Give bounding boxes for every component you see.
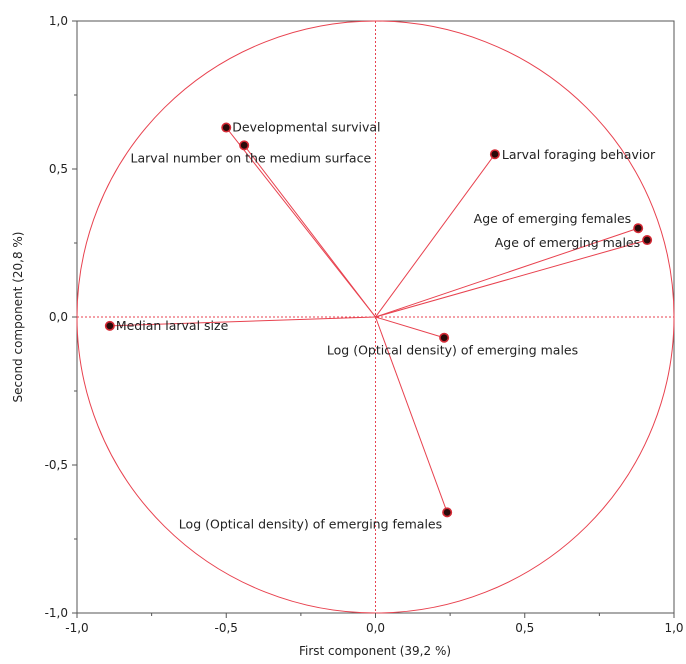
x-axis-ticks: -1,0 -0,5 0,0 0,5 1,0 <box>65 613 684 635</box>
variable-label: Median larval size <box>116 318 229 333</box>
loading-points <box>104 122 653 518</box>
x-tick-label: 1,0 <box>664 621 683 635</box>
x-tick-label: -0,5 <box>215 621 238 635</box>
loading-vector <box>375 227 639 318</box>
loading-point <box>642 235 653 246</box>
loading-vector <box>109 316 376 327</box>
y-axis-title: Second component (20,8 %) <box>11 232 25 403</box>
loading-vector <box>225 127 376 318</box>
loading-point <box>104 320 115 331</box>
loading-vector <box>243 145 376 318</box>
variable-labels: Developmental survival Larval number on t… <box>116 120 656 532</box>
y-tick-label: 0,0 <box>49 310 68 324</box>
y-tick-label: -0,5 <box>45 458 68 472</box>
variable-label: Log (Optical density) of emerging males <box>327 343 578 358</box>
x-tick-label: 0,5 <box>515 621 534 635</box>
y-tick-label: -1,0 <box>45 606 68 620</box>
variable-label: Developmental survival <box>232 120 380 135</box>
loading-vector <box>375 239 648 318</box>
y-tick-label: 0,5 <box>49 162 68 176</box>
loading-vectors <box>109 127 648 513</box>
variable-label: Larval number on the medium surface <box>131 150 372 165</box>
x-tick-label: -1,0 <box>65 621 88 635</box>
loading-point <box>633 223 644 234</box>
loading-vector <box>375 316 445 339</box>
y-tick-label: 1,0 <box>49 14 68 28</box>
loading-point <box>239 140 250 151</box>
loading-vector <box>375 153 496 318</box>
variable-label: Age of emerging males <box>495 235 640 250</box>
loading-point <box>439 332 450 343</box>
y-axis-ticks: 1,0 0,5 0,0 -0,5 -1,0 <box>45 14 77 620</box>
loading-point <box>221 122 232 133</box>
variable-label: Larval foraging behavior <box>502 147 656 162</box>
x-axis-title: First component (39,2 %) <box>299 644 451 658</box>
loading-point <box>489 149 500 160</box>
x-tick-label: 0,0 <box>366 621 385 635</box>
variable-label: Log (Optical density) of emerging female… <box>179 516 442 531</box>
loading-point <box>442 507 453 518</box>
variable-label: Age of emerging females <box>474 211 632 226</box>
loading-vector <box>375 316 448 513</box>
